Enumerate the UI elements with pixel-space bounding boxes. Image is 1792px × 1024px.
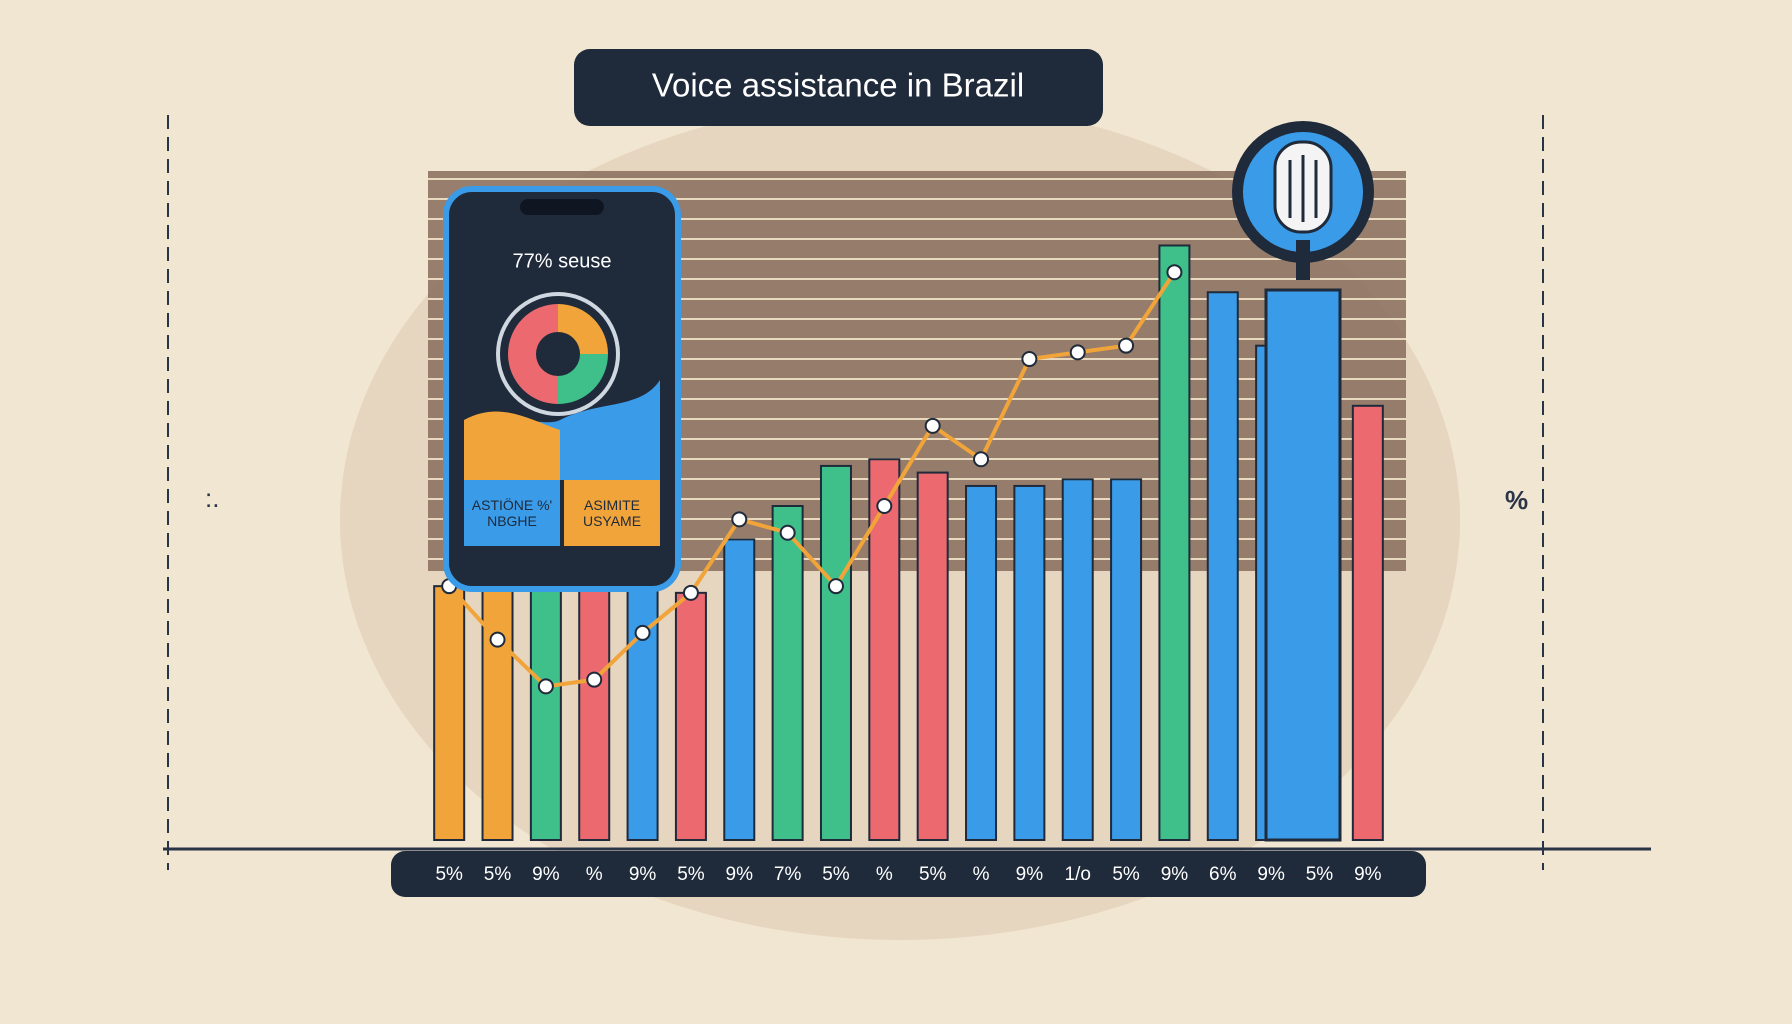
trend-point [1069, 344, 1086, 361]
trend-point [489, 631, 506, 648]
bar [916, 471, 949, 841]
trend-line [447, 271, 1177, 689]
trend-point [876, 498, 893, 514]
x-tick-label: 9% [1161, 864, 1189, 885]
bar [1158, 244, 1191, 842]
left-note: :. [205, 483, 219, 513]
bar [674, 591, 707, 842]
x-tick-label: 9% [532, 864, 560, 885]
bar [578, 545, 611, 842]
x-tick-label: 7% [774, 864, 802, 885]
x-tick-label: 6% [1209, 864, 1237, 885]
phone-left-box: ASTIÖNE %' NBGHE [471, 497, 553, 529]
trend-point [1166, 264, 1183, 281]
x-tick-label: 9% [1016, 864, 1044, 885]
bar [771, 505, 804, 841]
x-tick-label: % [876, 864, 893, 885]
x-tick-label: % [586, 864, 603, 885]
bar [1061, 478, 1094, 841]
x-tick-label: 9% [629, 864, 657, 885]
bar [1206, 291, 1239, 841]
trend-point [537, 678, 554, 695]
microphone-icon [1232, 121, 1374, 842]
phone: 77% seuse ASTIÖNE %' NBGHE ASIMITE USYAM… [443, 186, 681, 592]
x-tick-label: 9% [1354, 864, 1382, 885]
x-tick-label: % [973, 864, 990, 885]
x-tick-label: 1/o [1065, 864, 1091, 885]
bar [481, 551, 514, 841]
x-tick-label: 5% [1112, 864, 1140, 885]
label-strip [391, 851, 1426, 897]
phone-right-box: ASIMITE USYAME [582, 497, 642, 529]
bar [868, 458, 901, 841]
trend-point [779, 524, 796, 541]
bar [819, 464, 852, 841]
bar [1013, 484, 1046, 841]
trend-point [1118, 337, 1135, 354]
bar [723, 538, 756, 842]
x-tick-label: 9% [1257, 864, 1285, 885]
trend-point [634, 624, 651, 641]
trend-point [924, 417, 941, 434]
bar [433, 585, 466, 841]
phone-left-text: ASTIÖNE %' NBGHE [471, 497, 553, 529]
chart-title: Voice assistance in Brazil [652, 67, 1024, 104]
trend-point [586, 671, 603, 688]
bar [626, 551, 659, 841]
x-tick-label: 5% [1306, 864, 1334, 885]
x-tick-label: 5% [677, 864, 705, 885]
trend-point [731, 511, 748, 528]
x-tick-label: 5% [484, 864, 512, 885]
phone-headline: 77% seuse [513, 250, 612, 272]
bar [529, 551, 562, 841]
labels: 5% 5% 9%% 9% 5% 9% 7% 5%% 5%% 9% 1/o 5% 9% 6% 9% 5% 9% [435, 864, 1381, 885]
x-tick-label: 5% [919, 864, 947, 885]
bar [1351, 404, 1384, 841]
x-tick-label: 9% [726, 864, 754, 885]
phone-right-text: ASIMITE USYAME [582, 497, 642, 529]
x-tick-label: 5% [435, 864, 463, 885]
bar [965, 484, 998, 841]
title-box [574, 49, 1103, 126]
right-note: % [1505, 485, 1528, 515]
trend-point [827, 578, 844, 595]
trend-point [682, 584, 699, 601]
trend-point [973, 451, 990, 468]
x-tick-label: 5% [822, 864, 850, 885]
bar [1110, 478, 1143, 841]
lines [441, 264, 1183, 695]
trend-point [1021, 351, 1038, 368]
